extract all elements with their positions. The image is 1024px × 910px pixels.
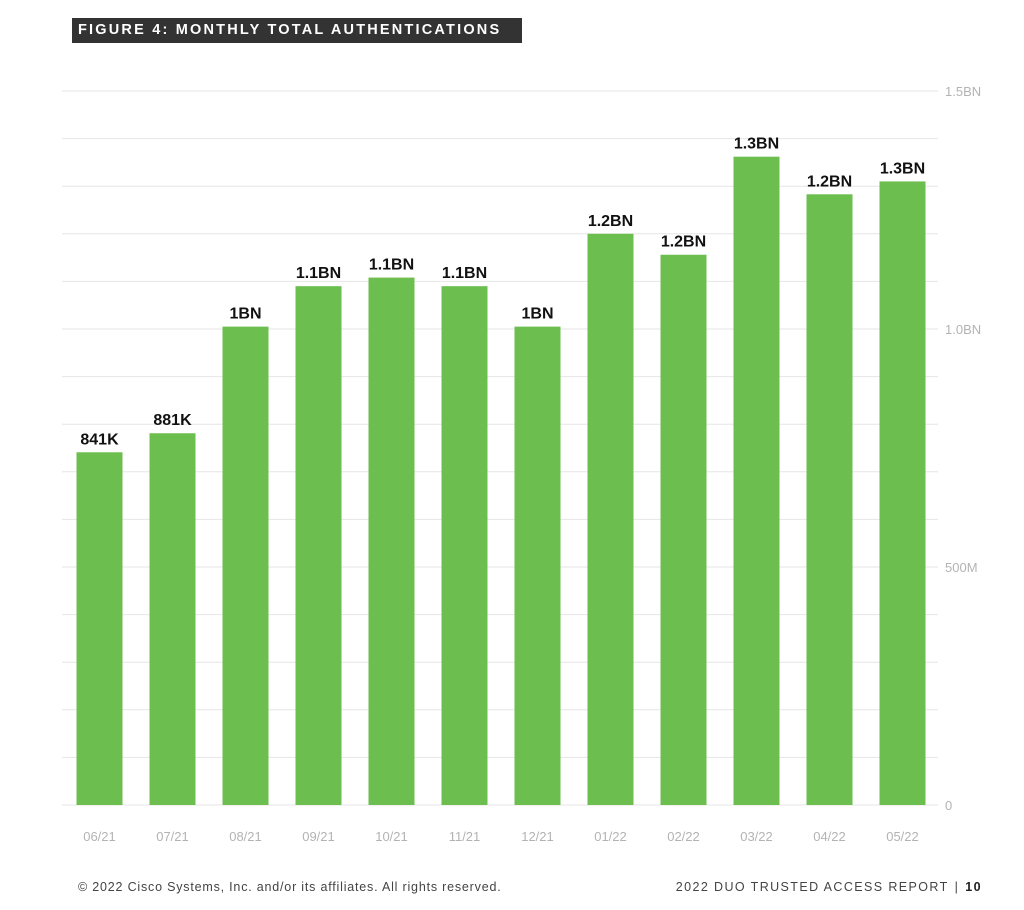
y-tick-label-0: 0: [945, 798, 952, 813]
bar-01-22: [587, 233, 634, 806]
data-label-12-21: 1BN: [521, 306, 553, 323]
copyright-footer: © 2022 Cisco Systems, Inc. and/or its af…: [78, 880, 502, 894]
y-tick-label-2: 1.0BN: [945, 322, 981, 337]
bar-05-22: [879, 181, 926, 805]
bar-02-22: [660, 254, 707, 805]
x-tick-label-05-22: 05/22: [886, 829, 919, 844]
data-label-10-21: 1.1BN: [369, 257, 414, 274]
bar-10-21: [368, 277, 415, 805]
data-label-03-22: 1.3BN: [734, 136, 779, 153]
report-footer: 2022 DUO TRUSTED ACCESS REPORT | 10: [676, 880, 982, 894]
footer-separator: |: [954, 880, 960, 894]
data-label-08-21: 1BN: [229, 306, 261, 323]
y-tick-label-3: 1.5BN: [945, 84, 981, 99]
bar-chart: 0 500M 1.0BN 1.5BN 841K 881K 1BN 1.1BN 1.1BN 1.1…: [62, 84, 981, 844]
bar-12-21: [514, 326, 561, 805]
figure-title: FIGURE 4: MONTHLY TOTAL AUTHENTICATIONS: [72, 18, 522, 43]
x-tick-label-11-21: 11/21: [449, 829, 481, 844]
page-number: 10: [965, 880, 982, 894]
x-tick-label-06-21: 06/21: [83, 829, 116, 844]
x-tick-label-08-21: 08/21: [229, 829, 262, 844]
x-tick-label-12-21: 12/21: [521, 829, 554, 844]
data-label-11-21: 1.1BN: [442, 265, 487, 282]
data-label-05-22: 1.3BN: [880, 160, 925, 177]
report-name: 2022 DUO TRUSTED ACCESS REPORT: [675, 880, 949, 894]
bar-04-22: [806, 194, 853, 806]
data-labels: 841K 881K 1BN 1.1BN 1.1BN 1.1BN 1BN 1.2BN 1.2BN 1…: [80, 136, 925, 449]
data-label-09-21: 1.1BN: [296, 265, 341, 282]
x-tick-label-10-21: 10/21: [375, 829, 408, 844]
data-label-07-21: 881K: [153, 412, 192, 429]
x-tick-label-09-21: 09/21: [302, 829, 335, 844]
y-tick-label-1: 500M: [945, 560, 978, 575]
x-tick-label-03-22: 03/22: [740, 829, 773, 844]
bar-03-22: [733, 156, 780, 806]
data-label-06-21: 841K: [80, 431, 119, 448]
data-label-04-22: 1.2BN: [807, 173, 852, 190]
x-tick-label-02-22: 02/22: [667, 829, 700, 844]
bar-08-21: [222, 326, 269, 805]
bar-11-21: [441, 286, 488, 805]
bar-06-21: [76, 452, 123, 805]
bar-09-21: [295, 286, 342, 805]
x-tick-label-01-22: 01/22: [594, 829, 627, 844]
data-label-01-22: 1.2BN: [588, 213, 633, 230]
x-axis-ticks: 06/21 07/21 08/21 09/21 10/21 11/21 12/21 01/22…: [83, 829, 919, 844]
gridlines: [62, 90, 938, 806]
data-label-02-22: 1.2BN: [661, 234, 706, 251]
x-tick-label-04-22: 04/22: [813, 829, 846, 844]
bars: [76, 156, 926, 806]
x-tick-label-07-21: 07/21: [156, 829, 189, 844]
y-axis-ticks: 0 500M 1.0BN 1.5BN: [945, 84, 981, 813]
bar-07-21: [149, 433, 196, 805]
